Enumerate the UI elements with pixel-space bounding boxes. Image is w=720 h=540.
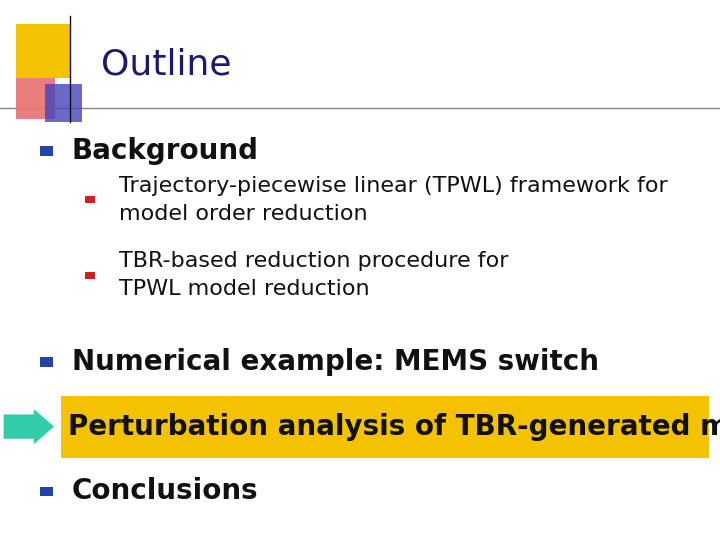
Bar (85, 272, 95, 279)
Bar (40, 146, 53, 156)
Text: Perturbation analysis of TBR-generated models: Perturbation analysis of TBR-generated m… (68, 413, 720, 441)
Bar (16, 78, 55, 119)
Bar (45, 84, 82, 122)
Bar (85, 196, 95, 203)
Text: Trajectory-piecewise linear (TPWL) framework for
model order reduction: Trajectory-piecewise linear (TPWL) frame… (119, 176, 667, 224)
Text: Background: Background (72, 137, 259, 165)
Text: Numerical example: MEMS switch: Numerical example: MEMS switch (72, 348, 599, 376)
Bar (16, 24, 70, 78)
FancyArrow shape (4, 409, 54, 444)
Bar (40, 487, 53, 496)
Bar (40, 357, 53, 367)
Text: Conclusions: Conclusions (72, 477, 258, 505)
Bar (61, 395, 709, 458)
Text: Outline: Outline (101, 48, 231, 82)
Text: TBR-based reduction procedure for
TPWL model reduction: TBR-based reduction procedure for TPWL m… (119, 252, 508, 299)
